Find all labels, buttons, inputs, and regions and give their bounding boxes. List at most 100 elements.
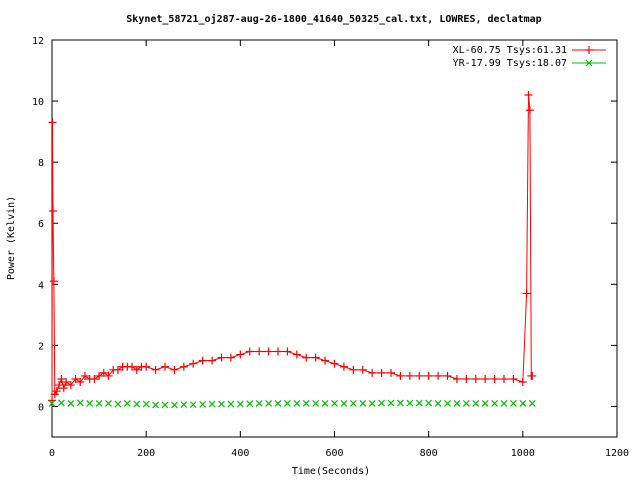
data-point [509,399,517,407]
data-point [396,399,404,407]
data-point [246,400,254,408]
data-point [179,362,188,371]
data-point [339,362,348,371]
data-point [217,353,226,362]
data-point [52,387,61,396]
x-tick-label: 600 [325,448,343,459]
data-point [490,374,499,383]
data-point [48,118,57,127]
data-point [67,399,75,407]
data-point [415,371,424,380]
data-point [128,362,137,371]
data-point [340,399,348,407]
data-point [90,374,99,383]
data-point [302,353,311,362]
legend-marker [585,46,593,54]
data-point [133,400,141,408]
y-axis-label: Power (Kelvin) [6,196,17,280]
data-point [283,347,292,356]
data-point [359,399,367,407]
data-point [59,384,68,393]
series-0 [48,90,537,405]
data-point [311,353,320,362]
data-point [151,365,160,374]
data-point [49,277,58,286]
data-point [462,374,471,383]
y-tick-label: 8 [38,158,44,169]
data-point [99,368,108,377]
data-point [265,399,273,407]
data-point [199,400,207,408]
data-point [208,400,216,408]
legend-label-xl: XL-60.75 Tsys:61.31 [453,45,567,56]
data-point [274,347,282,356]
data-point [302,399,310,407]
data-point [62,378,71,387]
data-point [396,371,405,380]
data-point [368,399,376,407]
data-point [189,359,198,368]
chart-title: Skynet_58721_oj287-aug-26-1800_41640_503… [126,13,541,25]
x-axis-label: Time(Seconds) [292,466,370,477]
data-point [349,399,357,407]
y-tick-label: 6 [38,219,44,230]
data-point [80,371,89,380]
data-point [425,399,433,407]
data-point [452,374,461,383]
data-point [491,399,499,407]
series-1 [48,399,536,409]
data-point [321,356,330,365]
y-tick-label: 2 [38,341,44,352]
data-point [293,399,301,407]
data-point [405,371,414,380]
data-point [500,399,508,407]
data-point [227,400,235,408]
x-tick-label: 800 [420,448,438,459]
data-point [330,359,339,368]
data-point [358,365,367,374]
data-point [142,400,150,408]
data-point [132,365,141,374]
x-tick-label: 1000 [511,448,535,459]
data-point [66,381,75,390]
series-line [51,94,533,401]
data-point [462,399,470,407]
data-point [142,362,151,371]
axis-ticks: 0 200 400 600 800 1000 1200 0 2 4 6 8 10 12 [32,36,629,459]
data-point [71,374,80,383]
data-point [255,347,264,356]
data-point [453,399,461,407]
data-point [161,401,169,409]
data-point [522,289,531,298]
data-point [95,399,103,407]
data-point [368,368,377,377]
data-point [434,399,442,407]
data-point [76,399,84,407]
y-tick-label: 4 [38,280,44,291]
data-point [472,399,480,407]
data-point [218,400,225,408]
y-tick-label: 12 [32,36,44,47]
data-point [264,347,273,356]
data-point [57,374,66,383]
data-point [113,365,122,374]
data-point [424,371,433,380]
data-point [434,371,443,380]
data-point [189,401,197,409]
data-point [208,356,217,365]
data-point [471,374,480,383]
data-point [48,399,56,407]
data-point [509,374,518,383]
data-point [524,90,533,99]
data-point [198,356,207,365]
data-point [236,400,244,408]
data-point [245,347,254,356]
data-point [518,378,527,387]
data-point [86,399,94,407]
data-point [443,371,452,380]
data-point [481,399,489,407]
data-point [528,399,536,407]
data-point [283,399,291,407]
y-tick-label: 10 [32,97,44,108]
